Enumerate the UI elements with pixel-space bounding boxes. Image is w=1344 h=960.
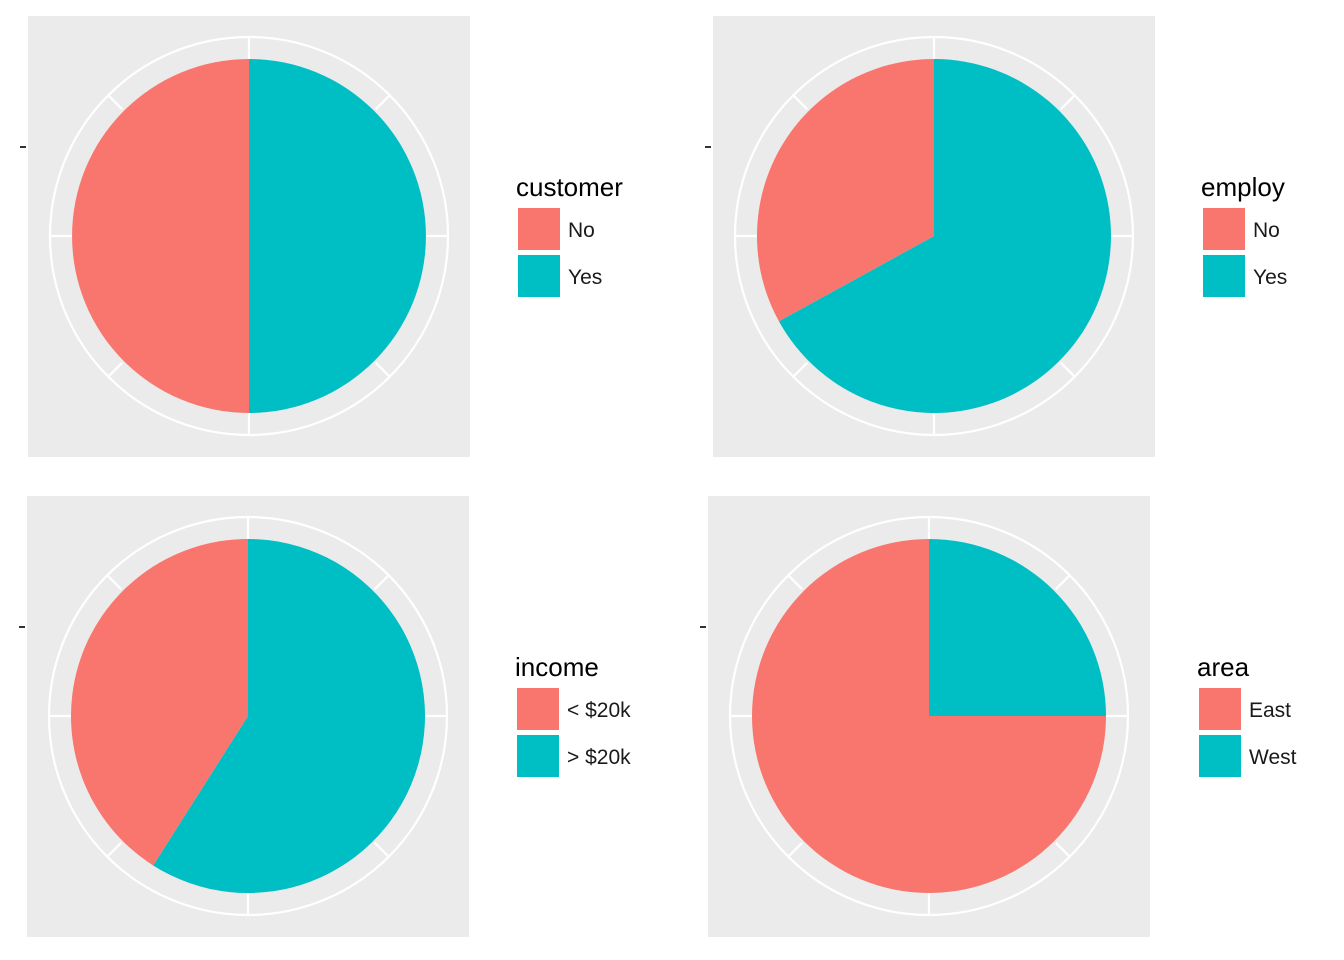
legend-title: income	[515, 652, 599, 682]
legend-key	[517, 735, 559, 777]
legend-label: Yes	[1253, 266, 1287, 289]
pie-slice-< $20k	[70, 539, 249, 866]
grid-spoke	[373, 574, 390, 591]
chart-panel-area: area East West	[700, 496, 1297, 937]
grid-spoke	[106, 841, 123, 858]
grid-spoke	[374, 361, 391, 378]
grid-spoke	[787, 841, 804, 858]
pie-slice-West	[929, 539, 1106, 716]
legend-label: West	[1249, 746, 1297, 769]
grid-spoke	[374, 94, 391, 111]
grid-spoke	[792, 361, 809, 378]
legend-key	[518, 208, 560, 250]
pie-slice-Yes	[778, 59, 1112, 414]
chart-panel-income: income < $20k > $20k	[19, 496, 631, 937]
legend-key	[1199, 688, 1241, 730]
legend-label: No	[1253, 219, 1280, 242]
legend-key	[518, 255, 560, 297]
pie-slice-Yes	[249, 59, 426, 413]
legend-key	[1203, 208, 1245, 250]
grid-spoke	[1054, 574, 1071, 591]
legend-label: < $20k	[567, 699, 631, 722]
grid-spoke	[373, 841, 390, 858]
grid-spoke	[1059, 94, 1076, 111]
chart-panel-employ: employ No Yes	[705, 16, 1287, 457]
grid-spoke	[106, 574, 123, 591]
grid-spoke	[1059, 361, 1076, 378]
legend-label: Yes	[568, 266, 602, 289]
legend-key	[1199, 735, 1241, 777]
chart-panel-customer: customer No Yes	[20, 16, 623, 457]
pie-slice-East	[752, 539, 1106, 893]
legend-key	[1203, 255, 1245, 297]
legend-label: East	[1249, 699, 1291, 722]
grid-spoke	[1054, 841, 1071, 858]
pie-slice-> $20k	[153, 539, 425, 893]
grid-spoke	[107, 94, 124, 111]
grid-spoke	[787, 574, 804, 591]
legend-title: customer	[516, 172, 623, 202]
legend-label: > $20k	[567, 746, 631, 769]
legend-title: area	[1197, 652, 1250, 682]
grid-spoke	[107, 361, 124, 378]
legend-key	[517, 688, 559, 730]
pie-slice-No	[72, 59, 250, 413]
pie-slice-No	[757, 59, 934, 322]
legend-title: employ	[1201, 172, 1285, 202]
grid-spoke	[792, 94, 809, 111]
legend-label: No	[568, 219, 595, 242]
